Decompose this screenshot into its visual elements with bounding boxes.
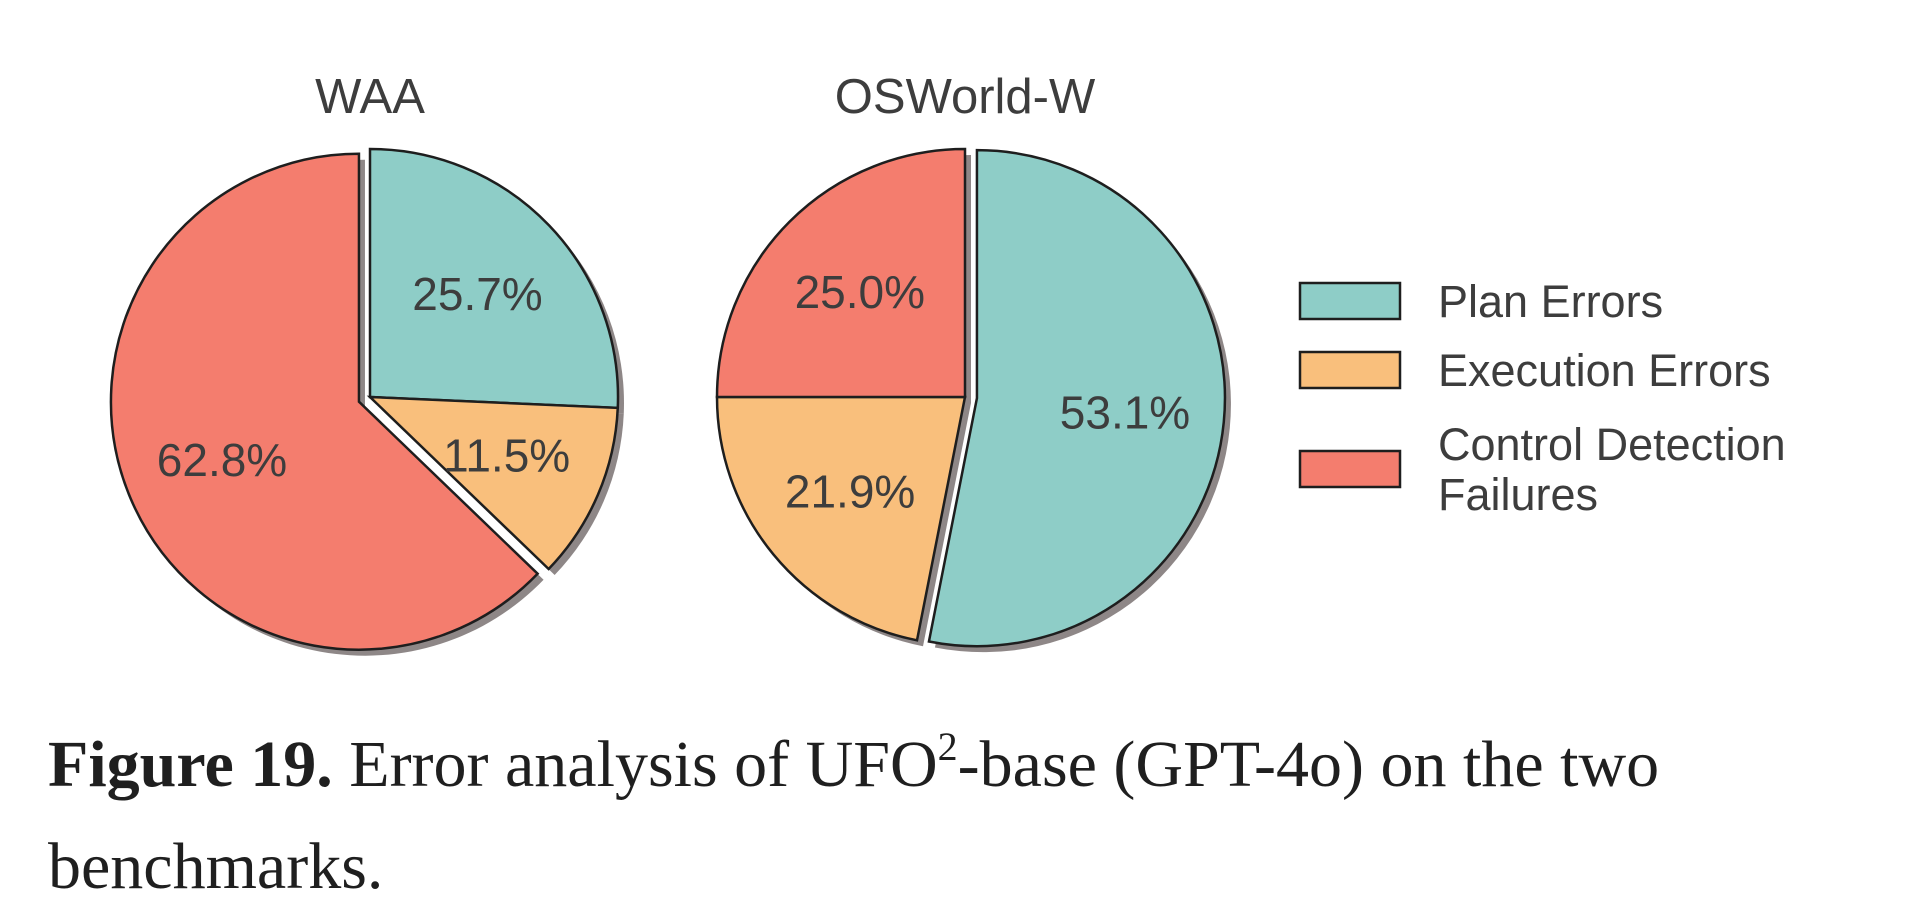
slice-label-execution-errors: 11.5%	[443, 430, 570, 482]
pie-slice-plan-errors	[368, 147, 620, 410]
legend-swatch-control-detection-failures	[1298, 449, 1402, 489]
pie-slice-control-detection-failures	[715, 147, 967, 399]
slice-label-plan-errors: 53.1%	[1060, 387, 1190, 439]
legend: Plan Errors Execution Errors Control Detec…	[1298, 276, 1786, 520]
pie-chart-osworld-w: OSWorld-W 53.1% 21.9% 25.0%	[715, 70, 1231, 653]
pie-slice-execution-errors	[715, 395, 967, 642]
pie-slice-control-detection-failures	[109, 152, 540, 651]
slice-label-control-detection-failures: 25.0%	[795, 266, 925, 318]
caption-text-before: Error analysis of UFO	[332, 728, 938, 801]
caption-text-after: -base (GPT-4o) on the two benchmarks.	[48, 728, 1660, 903]
caption-lead: Figure 19.	[48, 728, 333, 801]
legend-label-control-detection-failures: Control Detection Failures	[1438, 419, 1786, 520]
pie-slice-execution-errors	[366, 395, 620, 571]
legend-swatch-execution-errors	[1298, 350, 1402, 390]
caption-superscript: 2	[937, 724, 958, 769]
slice-label-control-detection-failures: 62.8%	[157, 434, 287, 486]
pie-slice-plan-errors	[927, 148, 1227, 648]
pie-title: WAA	[315, 70, 425, 124]
legend-swatch-plan-errors	[1298, 281, 1402, 321]
figure-caption: Figure 19. Error analysis of UFO2-base (…	[48, 718, 1888, 914]
slice-label-execution-errors: 21.9%	[785, 466, 915, 518]
pie-title: OSWorld-W	[835, 70, 1096, 124]
slice-label-plan-errors: 25.7%	[412, 268, 542, 320]
legend-label-execution-errors: Execution Errors	[1438, 345, 1771, 396]
legend-label-plan-errors: Plan Errors	[1438, 276, 1663, 327]
pie-chart-waa: WAA 25.7% 11.5% 62.8%	[109, 70, 624, 656]
